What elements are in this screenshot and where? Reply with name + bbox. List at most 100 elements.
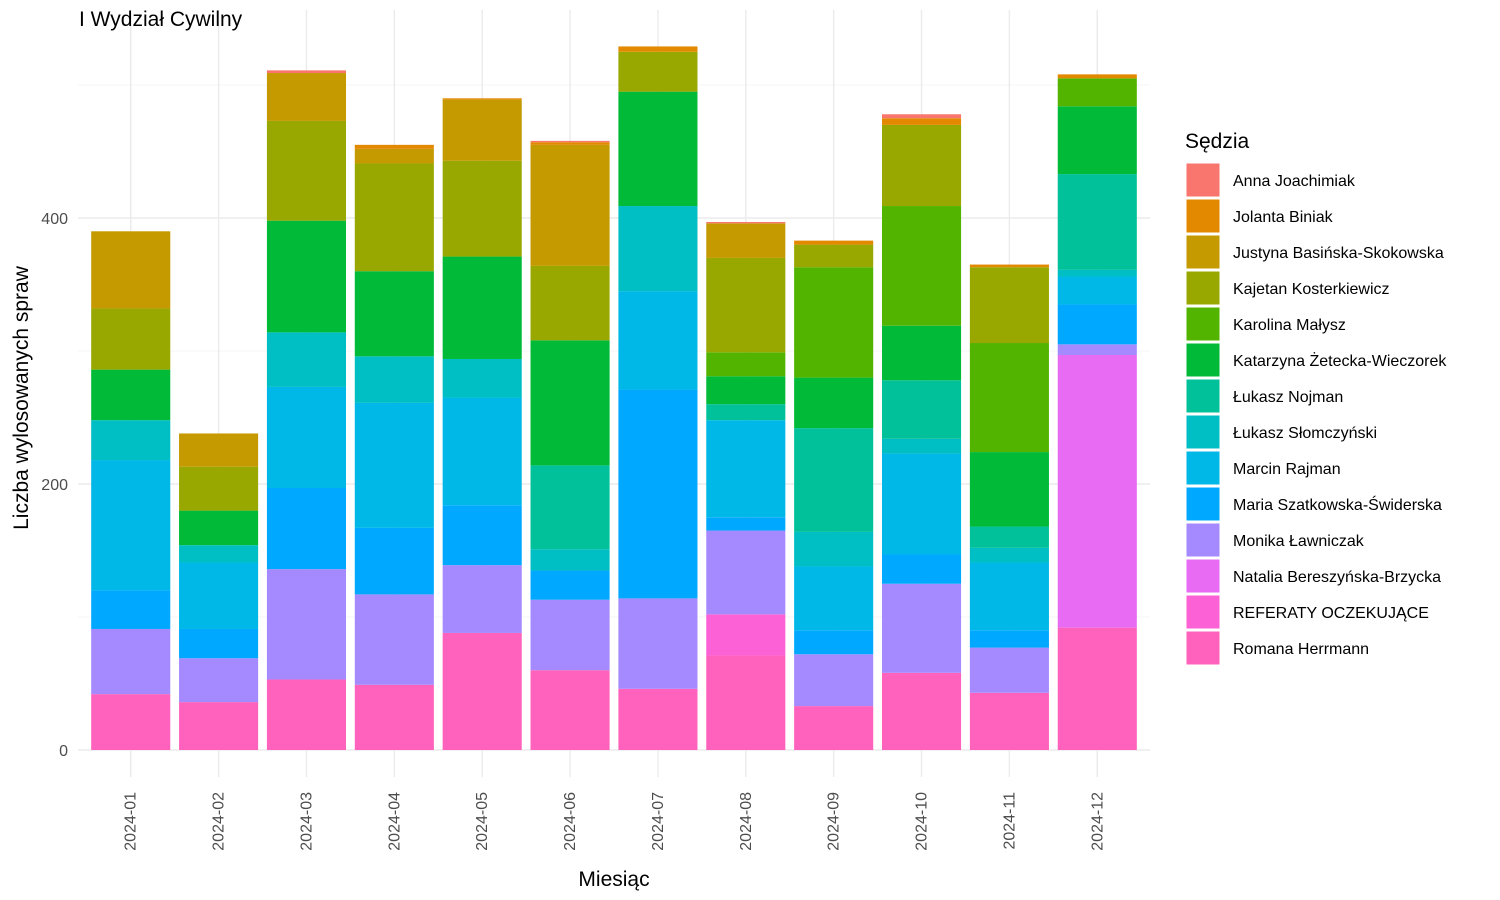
bar-segment	[530, 340, 610, 466]
bar-segment	[530, 549, 610, 571]
bar-segment	[794, 428, 874, 532]
x-axis-ticks: 2024-01 2024-02 2024-03 2024-04 2024-05 2024-…	[123, 792, 1107, 851]
y-axis-ticks: 0 200 400	[41, 211, 68, 760]
y-tick-label: 200	[41, 477, 68, 494]
bar-segment	[179, 510, 259, 546]
legend-swatch	[1185, 378, 1221, 414]
bar-segment	[882, 672, 962, 750]
x-tick-label: 2024-10	[914, 792, 931, 851]
bar-segment	[969, 630, 1049, 648]
bar-segment	[1057, 304, 1137, 345]
bar-segment	[91, 628, 171, 695]
legend-swatch	[1185, 522, 1221, 558]
x-tick-label: 2024-08	[738, 792, 755, 851]
bar-segment	[618, 46, 698, 52]
bar-segment	[266, 332, 346, 387]
bar-segment	[969, 452, 1049, 527]
bar-segment	[354, 527, 434, 595]
bar-segment	[618, 688, 698, 750]
bar-segment	[1057, 269, 1137, 277]
legend-label: Katarzyna Żetecka-Wieczorek	[1233, 351, 1447, 370]
bar-segment	[179, 433, 259, 467]
legend-swatch	[1185, 558, 1221, 594]
bar-segment	[91, 369, 171, 421]
bar-segment	[969, 647, 1049, 693]
bar-segment	[354, 271, 434, 357]
legend: Sędzia Anna Joachimiak Jolanta Biniak Just…	[1185, 130, 1447, 666]
y-tick-label: 0	[59, 743, 68, 760]
bar-segment	[530, 144, 610, 266]
legend-swatch	[1185, 270, 1221, 306]
bar-segment	[706, 655, 786, 750]
legend-swatch	[1185, 306, 1221, 342]
x-axis-title: Miesiąc	[578, 868, 649, 891]
bar-segment	[266, 120, 346, 221]
legend-swatch	[1185, 630, 1221, 666]
bar-segment	[1057, 276, 1137, 305]
bar-segment	[530, 465, 610, 550]
legend-label: Romana Herrmann	[1233, 641, 1369, 658]
bar-segment	[354, 163, 434, 272]
bar-segment	[969, 267, 1049, 344]
legend-swatch	[1185, 162, 1221, 198]
bar-segment	[354, 356, 434, 403]
bar-segment	[882, 114, 962, 119]
legend-label: Karolina Małysz	[1233, 317, 1346, 334]
bar-segment	[794, 654, 874, 707]
bar-segment	[1057, 78, 1137, 107]
legend-title: Sędzia	[1185, 130, 1250, 153]
bar-segment	[266, 73, 346, 121]
legend-swatch	[1185, 414, 1221, 450]
bar-segment	[706, 223, 786, 258]
bar-segment	[354, 402, 434, 528]
x-tick-label: 2024-11	[1001, 792, 1018, 850]
bar-segment	[618, 91, 698, 207]
bar-segment	[882, 124, 962, 207]
bar-segment	[442, 99, 522, 161]
bar-segment	[882, 325, 962, 381]
bar-segment	[91, 420, 171, 461]
bar-segment	[530, 140, 610, 143]
bar-segment	[882, 453, 962, 555]
bar-segment	[442, 256, 522, 359]
bar-segment	[1057, 627, 1137, 750]
bar-segment	[91, 590, 171, 629]
bar-segment	[179, 628, 259, 659]
chart-title: I Wydział Cywilny	[79, 8, 243, 31]
bars	[91, 46, 1137, 750]
bar-segment	[969, 343, 1049, 453]
bar-segment	[706, 376, 786, 405]
legend-label: Anna Joachimiak	[1233, 173, 1356, 190]
legend-swatch	[1185, 198, 1221, 234]
legend-label: Marcin Rajman	[1233, 461, 1341, 478]
bar-segment	[618, 291, 698, 390]
bar-segment	[1057, 354, 1137, 628]
x-tick-label: 2024-12	[1089, 792, 1106, 851]
bar-segment	[442, 358, 522, 398]
bar-segment	[794, 377, 874, 429]
bar-segment	[442, 98, 522, 100]
bar-segment	[179, 702, 259, 750]
bar-segment	[706, 352, 786, 377]
legend-label: Justyna Basińska-Skokowska	[1233, 245, 1444, 262]
bar-segment	[706, 614, 786, 656]
bar-segment	[354, 148, 434, 164]
x-tick-label: 2024-03	[298, 792, 315, 851]
bar-segment	[91, 308, 171, 370]
bar-segment	[442, 505, 522, 566]
bar-segment	[442, 397, 522, 506]
x-tick-label: 2024-01	[123, 792, 140, 851]
bar-segment	[354, 594, 434, 685]
bar-segment	[1057, 74, 1137, 79]
bar-segment	[706, 257, 786, 353]
bar-segment	[266, 70, 346, 74]
bar-segment	[266, 487, 346, 570]
legend-label: REFERATY OCZEKUJĄCE	[1233, 605, 1429, 622]
x-tick-label: 2024-09	[826, 792, 843, 851]
bar-segment	[794, 566, 874, 631]
legend-label: Łukasz Słomczyński	[1233, 425, 1377, 442]
bar-segment	[706, 530, 786, 615]
bar-segment	[969, 547, 1049, 563]
legend-swatch	[1185, 342, 1221, 378]
